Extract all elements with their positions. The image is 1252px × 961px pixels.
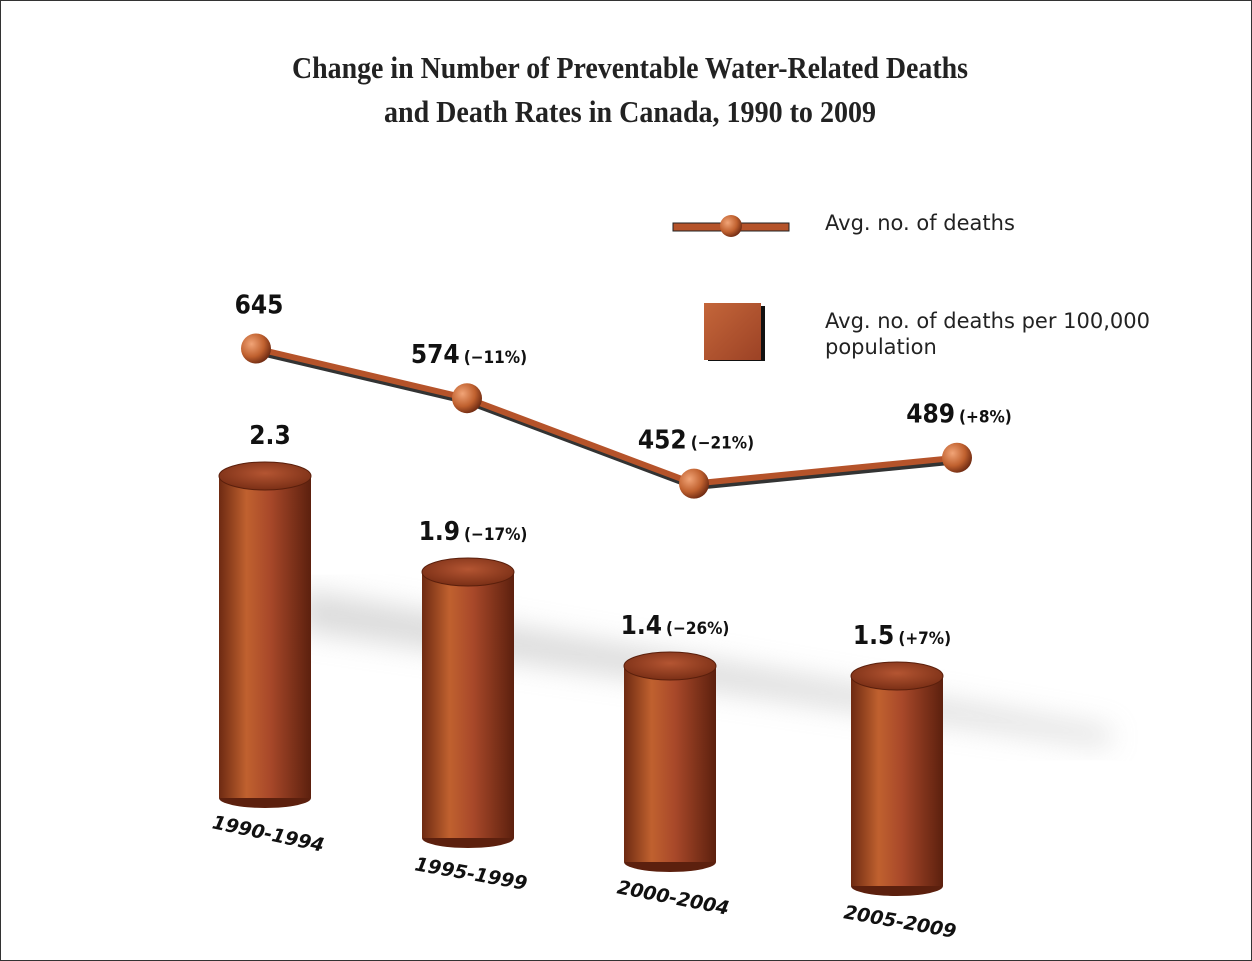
line-point (679, 468, 709, 499)
data-label: 1.9 (−17%) (419, 517, 528, 547)
data-label: 489 (+8%) (906, 400, 1012, 430)
data-label: 2.3 (249, 421, 290, 451)
data-label: 1.5 (+7%) (853, 621, 951, 651)
chart-title: Change in Number of Preventable Water-Re… (292, 50, 968, 85)
data-label-value: 645 (235, 291, 284, 321)
bar (624, 666, 716, 862)
data-label-value: 452 (638, 426, 687, 456)
data-label-value: 1.4 (621, 611, 662, 641)
data-label-change: (+7%) (898, 629, 951, 649)
data-label-value: 2.3 (249, 421, 290, 451)
data-label-value: 489 (906, 400, 955, 430)
data-label: 1.4 (−26%) (621, 611, 730, 641)
line (255, 345, 958, 487)
data-label-change: (−21%) (691, 434, 754, 454)
line-point (452, 383, 482, 414)
legend-swatch (704, 303, 761, 360)
legend-marker (720, 215, 742, 237)
legend (672, 215, 790, 361)
data-label-change: (+8%) (959, 408, 1012, 428)
line-point (241, 333, 271, 364)
bar-cap (421, 557, 515, 587)
bar (422, 572, 514, 838)
bar (851, 676, 943, 886)
data-label-value: 1.9 (419, 517, 460, 547)
bar-cap (850, 661, 944, 691)
data-label: 645 (235, 291, 284, 321)
legend-label: Avg. no. of deaths (825, 211, 1015, 235)
bar-cap (623, 651, 717, 681)
legend-label: Avg. no. of deaths per 100,000 populatio… (825, 309, 1150, 359)
data-label-value: 1.5 (853, 621, 894, 651)
bar-cap (218, 461, 312, 491)
data-label-value: 574 (411, 340, 460, 370)
data-label-change: (−17%) (464, 525, 527, 545)
data-label-change: (−11%) (464, 348, 527, 368)
data-label: 452 (−21%) (638, 426, 754, 456)
line-point (942, 442, 972, 473)
chart-title: and Death Rates in Canada, 1990 to 2009 (384, 94, 876, 129)
bar (219, 476, 311, 798)
data-label: 574 (−11%) (411, 340, 527, 370)
data-label-change: (−26%) (666, 619, 729, 639)
